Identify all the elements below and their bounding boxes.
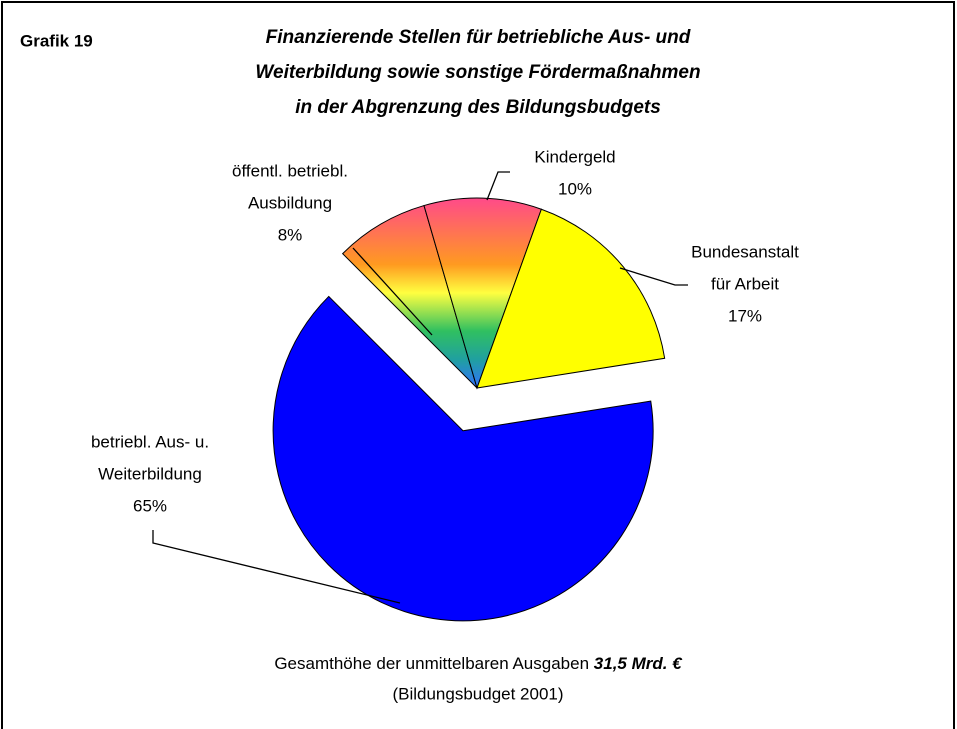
footer-emphasis: 31,5 Mrd. € — [594, 654, 683, 673]
slice-label: betriebl. Aus- u. — [91, 432, 209, 451]
footer: Gesamthöhe der unmittelbaren Ausgaben 31… — [274, 654, 683, 673]
slice-label: Bundesanstalt — [691, 242, 799, 261]
chart-title: in der Abgrenzung des Bildungsbudgets — [295, 97, 661, 118]
pie-slice — [341, 204, 478, 389]
pie-slice — [476, 208, 666, 389]
footer-note: (Bildungsbudget 2001) — [392, 684, 563, 703]
leader-line — [619, 267, 688, 286]
leader-line — [352, 247, 433, 336]
value-label: 8% — [278, 225, 303, 244]
value-label: 17% — [728, 306, 762, 325]
chart-title: Weiterbildung sowie sonstige Fördermaßna… — [255, 62, 700, 83]
pie-slice — [423, 197, 542, 390]
slice-label: öffentl. betriebl. — [232, 161, 348, 180]
slice-label: für Arbeit — [711, 274, 779, 293]
figure-label: Grafik 19 — [20, 31, 93, 50]
value-label: 10% — [558, 179, 592, 198]
footer-text: Gesamthöhe der unmittelbaren Ausgaben — [274, 654, 589, 673]
leader-line — [486, 171, 510, 201]
pie-slice — [272, 295, 654, 622]
value-label: 65% — [133, 496, 167, 515]
chart-title: Finanzierende Stellen für betriebliche A… — [266, 27, 691, 48]
leader-line — [152, 530, 401, 604]
slice-label: Weiterbildung — [98, 464, 202, 483]
slice-label: Ausbildung — [248, 193, 332, 212]
slice-label: Kindergeld — [534, 147, 615, 166]
